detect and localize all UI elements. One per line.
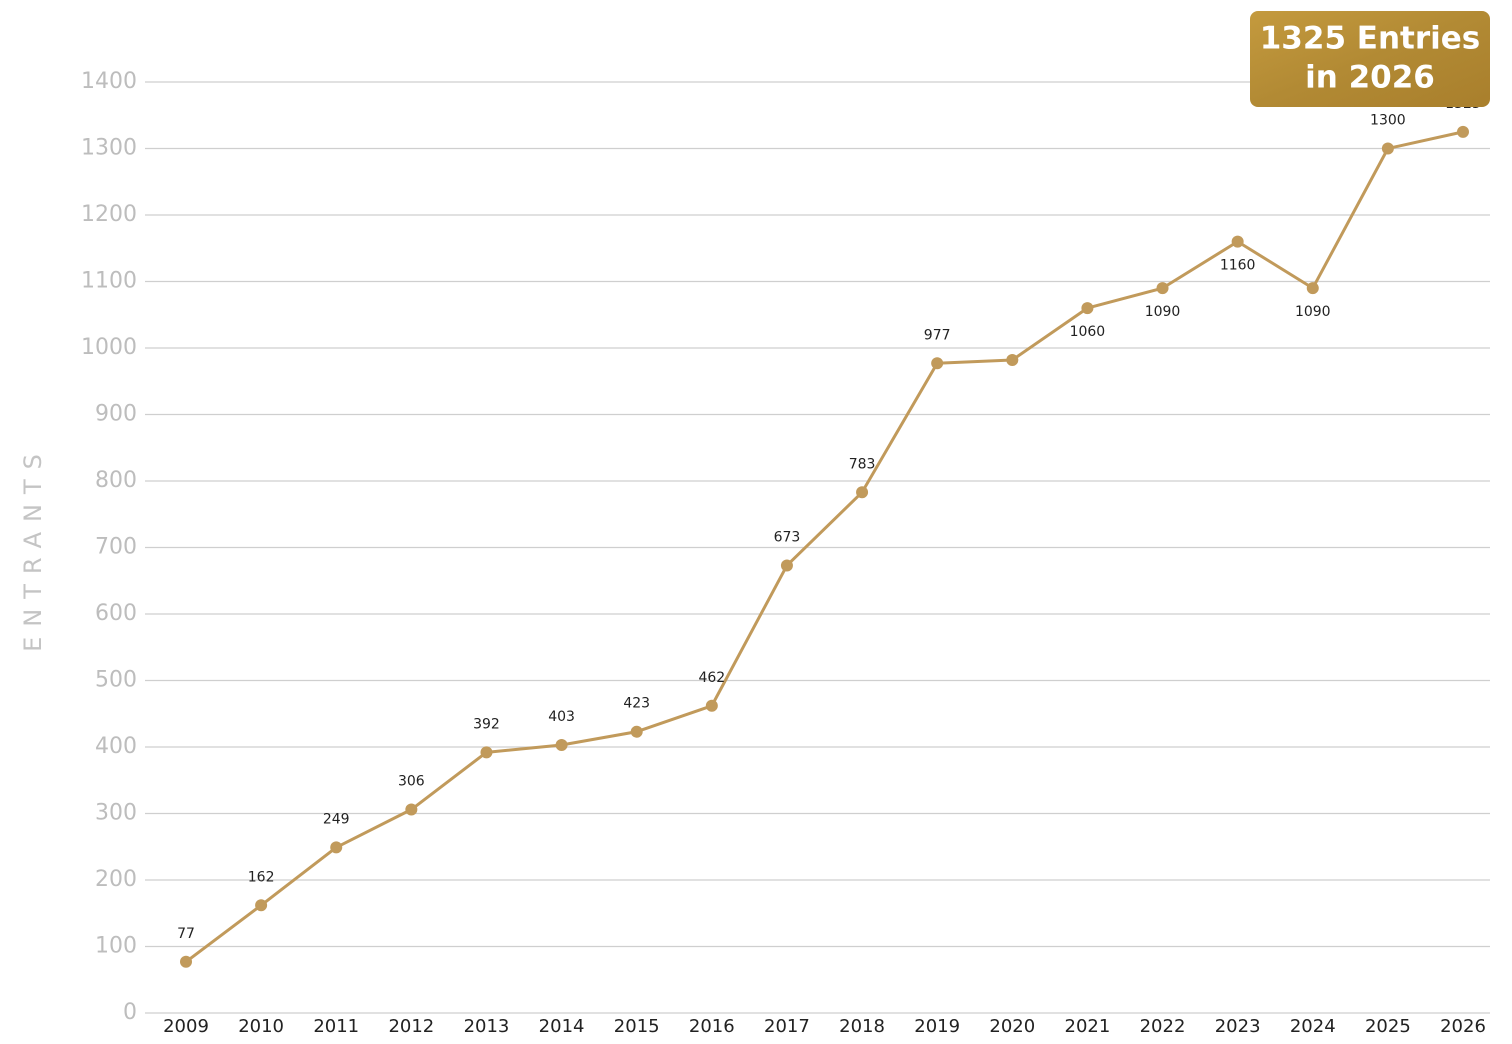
data-point — [1306, 282, 1319, 295]
data-label: 673 — [774, 529, 801, 545]
annotation-line: in 2026 — [1305, 60, 1435, 96]
x-tick-label: 2015 — [614, 1016, 660, 1037]
x-tick-label: 2026 — [1440, 1016, 1486, 1037]
y-tick-label: 300 — [95, 801, 137, 826]
y-tick-label: 900 — [95, 402, 137, 427]
data-point — [1156, 282, 1169, 295]
data-label: 77 — [177, 926, 195, 942]
data-label: 249 — [323, 811, 350, 827]
x-tick-label: 2011 — [313, 1016, 359, 1037]
data-label: 977 — [924, 327, 951, 343]
x-tick-label: 2010 — [238, 1016, 284, 1037]
annotation-box — [1250, 11, 1490, 107]
data-point — [630, 725, 643, 738]
annotation-line: 1325 Entries — [1260, 21, 1481, 57]
y-tick-label: 1200 — [81, 202, 137, 227]
x-tick-label: 2020 — [989, 1016, 1035, 1037]
data-label: 392 — [473, 716, 500, 732]
data-point — [1231, 235, 1244, 248]
x-tick-label: 2024 — [1290, 1016, 1336, 1037]
data-label: 423 — [623, 696, 650, 712]
x-tick-label: 2022 — [1140, 1016, 1186, 1037]
data-label: 783 — [849, 456, 876, 472]
data-point — [780, 559, 793, 572]
y-tick-label: 1400 — [81, 69, 137, 94]
data-point — [1381, 142, 1394, 155]
data-point — [555, 739, 568, 752]
data-point — [1081, 302, 1094, 315]
data-label: 462 — [698, 670, 725, 686]
data-label: 162 — [248, 869, 275, 885]
data-point — [405, 803, 418, 816]
x-tick-label: 2009 — [163, 1016, 209, 1037]
data-point — [931, 357, 944, 370]
data-point — [705, 699, 718, 712]
y-axis-label: ENTRANTS — [19, 444, 47, 652]
y-tick-label: 0 — [123, 1000, 137, 1025]
x-tick-label: 2019 — [914, 1016, 960, 1037]
data-label: 403 — [548, 709, 575, 725]
data-label: 1160 — [1220, 258, 1256, 274]
data-label: 1090 — [1295, 304, 1331, 320]
x-tick-label: 2017 — [764, 1016, 810, 1037]
data-line — [185, 130, 1464, 963]
y-tick-label: 500 — [95, 668, 137, 693]
y-tick-label: 200 — [95, 867, 137, 892]
data-point — [180, 955, 192, 968]
y-tick-label: 1100 — [81, 269, 137, 294]
x-tick-label: 2013 — [464, 1016, 510, 1037]
y-tick-label: 100 — [95, 934, 137, 959]
data-label: 1060 — [1070, 324, 1106, 340]
y-tick-label: 700 — [95, 535, 137, 560]
data-point — [330, 841, 343, 854]
x-tick-label: 2021 — [1065, 1016, 1111, 1037]
y-tick-label: 1000 — [81, 335, 137, 360]
x-tick-label: 2012 — [388, 1016, 434, 1037]
x-tick-label: 2025 — [1365, 1016, 1411, 1037]
y-tick-label: 1300 — [81, 136, 137, 161]
y-tick-label: 600 — [95, 601, 137, 626]
data-point — [480, 746, 493, 759]
x-tick-label: 2016 — [689, 1016, 735, 1037]
data-point — [1006, 353, 1019, 366]
x-tick-label: 2023 — [1215, 1016, 1261, 1037]
data-point — [856, 486, 869, 499]
data-label: 1090 — [1145, 304, 1181, 320]
data-point — [1457, 125, 1469, 138]
x-tick-label: 2014 — [539, 1016, 585, 1037]
x-tick-label: 2018 — [839, 1016, 885, 1037]
y-tick-label: 400 — [95, 734, 137, 759]
data-point — [255, 899, 268, 912]
annotation: 1325 Entries in 2026 — [1250, 11, 1490, 107]
data-label: 1300 — [1370, 113, 1406, 129]
y-tick-label: 800 — [95, 468, 137, 493]
data-label: 306 — [398, 774, 425, 790]
